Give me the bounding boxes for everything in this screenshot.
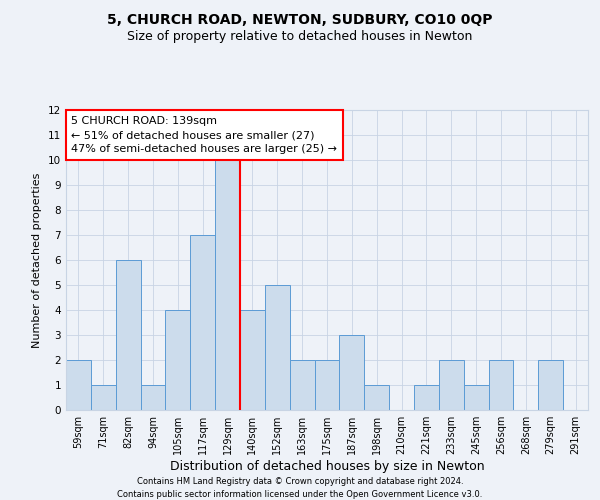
Text: Contains HM Land Registry data © Crown copyright and database right 2024.: Contains HM Land Registry data © Crown c… [137, 478, 463, 486]
Bar [140, 385, 166, 410]
X-axis label: Distribution of detached houses by size in Newton: Distribution of detached houses by size … [170, 460, 484, 473]
Bar [190, 235, 215, 410]
Bar [240, 310, 265, 410]
Bar [464, 385, 488, 410]
Text: Contains public sector information licensed under the Open Government Licence v3: Contains public sector information licen… [118, 490, 482, 499]
Text: 5 CHURCH ROAD: 139sqm
← 51% of detached houses are smaller (27)
47% of semi-deta: 5 CHURCH ROAD: 139sqm ← 51% of detached … [71, 116, 337, 154]
Bar [265, 285, 290, 410]
Bar [91, 385, 116, 410]
Bar [116, 260, 140, 410]
Bar [439, 360, 464, 410]
Bar [538, 360, 563, 410]
Bar [414, 385, 439, 410]
Bar [166, 310, 190, 410]
Bar [340, 335, 364, 410]
Text: 5, CHURCH ROAD, NEWTON, SUDBURY, CO10 0QP: 5, CHURCH ROAD, NEWTON, SUDBURY, CO10 0Q… [107, 12, 493, 26]
Bar [314, 360, 340, 410]
Bar [290, 360, 314, 410]
Bar [215, 160, 240, 410]
Bar [66, 360, 91, 410]
Bar [364, 385, 389, 410]
Text: Size of property relative to detached houses in Newton: Size of property relative to detached ho… [127, 30, 473, 43]
Y-axis label: Number of detached properties: Number of detached properties [32, 172, 43, 348]
Bar [488, 360, 514, 410]
